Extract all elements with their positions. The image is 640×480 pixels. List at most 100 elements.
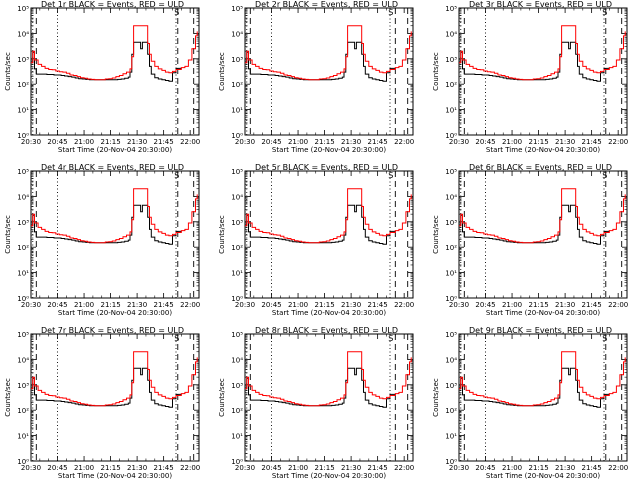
y-tick-label: 10³ — [17, 219, 29, 227]
x-axis-label: Start Time (20-Nov-04 20:30:00) — [486, 309, 600, 317]
y-tick-label: 10⁰ — [17, 295, 29, 303]
chart-title: Det 8r BLACK = Events, RED = ULD — [255, 326, 398, 335]
y-tick-label: 10¹ — [17, 270, 29, 278]
x-tick-label: 22:00 — [180, 464, 200, 472]
x-axis-label: Start Time (20-Nov-04 20:30:00) — [272, 146, 386, 154]
x-tick-label: 21:30 — [127, 301, 147, 309]
y-tick-label: 10⁴ — [231, 193, 243, 201]
plot-frame — [30, 333, 200, 462]
y-tick-label: 10⁴ — [231, 356, 243, 364]
y-tick-label: 10⁴ — [17, 193, 29, 201]
x-tick-label: 21:30 — [127, 138, 147, 146]
x-tick-label: 21:30 — [555, 138, 575, 146]
y-tick-label: 10⁰ — [445, 458, 457, 466]
y-tick-label: 10⁰ — [231, 295, 243, 303]
x-tick-label: 20:30 — [21, 138, 41, 146]
plot-frame — [458, 7, 628, 136]
x-tick-label: 21:45 — [154, 464, 174, 472]
y-tick-label: 10² — [231, 244, 243, 252]
annotation-label: S — [174, 171, 179, 180]
annotation-label: S — [602, 171, 607, 180]
x-tick-label: 21:45 — [368, 464, 388, 472]
chart-panel-7: Det 7r BLACK = Events, RED = ULD 10⁰ 10¹ 10… — [4, 326, 200, 480]
chart-title: Det 7r BLACK = Events, RED = ULD — [41, 326, 184, 335]
y-tick-label: 10⁴ — [17, 356, 29, 364]
y-tick-label: 10⁵ — [231, 331, 243, 339]
y-tick-label: 10¹ — [17, 107, 29, 115]
x-axis-label: Start Time (20-Nov-04 20:30:00) — [58, 309, 172, 317]
annotation-label: S — [602, 8, 607, 17]
chart-panel-4: Det 4r BLACK = Events, RED = ULD 10⁰ 10¹ 10… — [4, 163, 200, 317]
y-tick-label: 10⁵ — [231, 5, 243, 13]
y-tick-label: 10⁰ — [445, 132, 457, 140]
y-tick-label: 10⁴ — [231, 30, 243, 38]
chart-panel-1: Det 1r BLACK = Events, RED = ULD 10⁰ 10¹ 10… — [4, 0, 200, 154]
y-tick-label: 10⁴ — [445, 30, 457, 38]
x-tick-label: 21:15 — [528, 138, 548, 146]
x-tick-label: 21:15 — [314, 138, 334, 146]
y-tick-label: 10⁵ — [17, 5, 29, 13]
annotation-label: S — [602, 334, 607, 343]
y-tick-label: 10⁴ — [445, 356, 457, 364]
x-axis-label: Start Time (20-Nov-04 20:30:00) — [58, 472, 172, 480]
y-axis-label: Counts/sec — [218, 215, 226, 254]
x-tick-label: 20:45 — [47, 464, 67, 472]
x-tick-label: 20:30 — [449, 464, 469, 472]
plot-frame — [244, 7, 414, 136]
x-tick-label: 21:45 — [368, 301, 388, 309]
y-tick-label: 10¹ — [231, 433, 243, 441]
plot-frame — [30, 170, 200, 299]
y-tick-label: 10⁰ — [17, 132, 29, 140]
x-tick-label: 21:45 — [582, 138, 602, 146]
x-tick-label: 22:00 — [394, 138, 414, 146]
uld-series-line — [459, 188, 626, 244]
chart-title: Det 3r BLACK = Events, RED = ULD — [469, 0, 612, 9]
x-tick-label: 22:00 — [608, 464, 628, 472]
y-tick-label: 10² — [445, 407, 457, 415]
y-tick-label: 10⁰ — [231, 132, 243, 140]
x-tick-label: 21:15 — [528, 464, 548, 472]
x-tick-label: 20:30 — [235, 138, 255, 146]
x-tick-label: 21:45 — [582, 301, 602, 309]
uld-series-line — [459, 25, 626, 81]
plot-frame — [458, 170, 628, 299]
x-tick-label: 22:00 — [180, 138, 200, 146]
x-tick-label: 20:45 — [261, 138, 281, 146]
events-series-line — [31, 204, 182, 245]
y-tick-label: 10¹ — [17, 433, 29, 441]
y-tick-label: 10³ — [231, 382, 243, 390]
x-tick-label: 20:45 — [261, 301, 281, 309]
x-tick-label: 21:30 — [127, 464, 147, 472]
y-tick-label: 10⁵ — [17, 331, 29, 339]
x-tick-label: 21:15 — [100, 138, 120, 146]
plot-frame — [458, 333, 628, 462]
x-tick-label: 21:45 — [154, 138, 174, 146]
x-tick-label: 21:00 — [288, 301, 308, 309]
x-axis-label: Start Time (20-Nov-04 20:30:00) — [486, 472, 600, 480]
x-tick-label: 21:00 — [502, 138, 522, 146]
y-tick-label: 10⁵ — [445, 5, 457, 13]
y-tick-label: 10² — [445, 81, 457, 89]
events-series-line — [31, 41, 182, 82]
y-axis-label: Counts/sec — [218, 378, 226, 417]
x-tick-label: 22:00 — [608, 138, 628, 146]
x-tick-label: 20:30 — [449, 138, 469, 146]
x-tick-label: 22:00 — [608, 301, 628, 309]
x-tick-label: 20:45 — [475, 138, 495, 146]
plot-frame — [244, 170, 414, 299]
y-tick-label: 10⁴ — [17, 30, 29, 38]
chart-title: Det 1r BLACK = Events, RED = ULD — [41, 0, 184, 9]
x-tick-label: 20:45 — [47, 301, 67, 309]
y-tick-label: 10³ — [445, 382, 457, 390]
annotation-label: S — [174, 8, 179, 17]
y-axis-label: Counts/sec — [4, 378, 12, 417]
x-tick-label: 20:30 — [449, 301, 469, 309]
y-tick-label: 10¹ — [445, 107, 457, 115]
x-tick-label: 22:00 — [180, 301, 200, 309]
y-tick-label: 10¹ — [231, 270, 243, 278]
events-series-line — [245, 367, 396, 408]
y-tick-label: 10¹ — [231, 107, 243, 115]
y-tick-label: 10⁵ — [231, 168, 243, 176]
annotation-label: S — [388, 171, 393, 180]
x-tick-label: 21:15 — [100, 301, 120, 309]
